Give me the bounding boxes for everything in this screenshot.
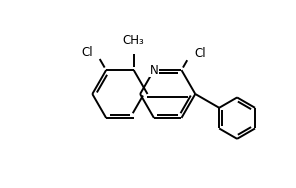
Text: Cl: Cl (81, 46, 93, 59)
Text: N: N (149, 64, 158, 77)
Text: CH₃: CH₃ (123, 34, 144, 47)
Text: Cl: Cl (194, 47, 206, 60)
